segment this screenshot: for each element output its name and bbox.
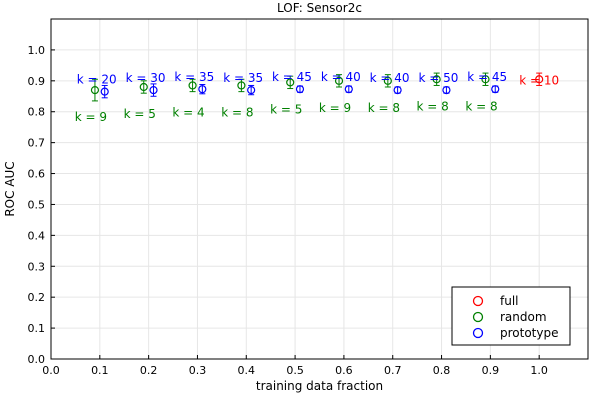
prototype-k-label: k = 20 xyxy=(77,73,117,87)
chart-title: LOF: Sensor2c xyxy=(277,1,362,15)
x-tick-label: 0.5 xyxy=(286,364,304,377)
y-tick-label: 0.3 xyxy=(28,260,46,273)
x-tick-label: 0.9 xyxy=(482,364,500,377)
prototype-k-label: k = 45 xyxy=(467,70,507,84)
x-tick-label: 0.2 xyxy=(140,364,158,377)
series-full: k = 10 xyxy=(519,73,559,87)
random-k-label: k = 5 xyxy=(270,102,302,116)
legend-label-full: full xyxy=(500,294,519,308)
y-tick-label: 1.0 xyxy=(28,44,46,57)
random-k-label: k = 8 xyxy=(465,99,497,113)
y-tick-label: 0.2 xyxy=(28,291,46,304)
y-tick-label: 0.1 xyxy=(28,322,46,335)
random-k-label: k = 4 xyxy=(172,105,204,119)
legend-label-random: random xyxy=(500,310,547,324)
prototype-k-label: k = 40 xyxy=(370,71,410,85)
random-k-label: k = 8 xyxy=(221,105,253,119)
y-tick-label: 0.6 xyxy=(28,168,46,181)
y-axis-label: ROC AUC xyxy=(3,161,17,216)
legend-label-prototype: prototype xyxy=(500,326,558,340)
random-k-label: k = 8 xyxy=(368,101,400,115)
full-k-label: k = 10 xyxy=(519,73,559,87)
random-k-label: k = 9 xyxy=(319,101,351,115)
prototype-k-label: k = 45 xyxy=(272,70,312,84)
y-tick-label: 0.4 xyxy=(28,229,46,242)
x-tick-label: 1.0 xyxy=(530,364,548,377)
random-k-label: k = 8 xyxy=(417,99,449,113)
prototype-k-label: k = 40 xyxy=(321,70,361,84)
y-tick-label: 0.7 xyxy=(28,137,46,150)
y-tick-label: 0.9 xyxy=(28,75,46,88)
x-tick-label: 0.8 xyxy=(433,364,451,377)
prototype-k-label: k = 35 xyxy=(174,70,214,84)
y-tick-label: 0.5 xyxy=(28,198,46,211)
legend: full random prototype xyxy=(452,287,570,345)
random-k-label: k = 9 xyxy=(75,110,107,124)
prototype-k-label: k = 50 xyxy=(418,71,458,85)
prototype-k-label: k = 30 xyxy=(126,71,166,85)
y-tick-label: 0.0 xyxy=(28,353,46,366)
x-axis-label: training data fraction xyxy=(256,379,383,393)
x-tick-label: 0.6 xyxy=(335,364,353,377)
x-tick-label: 0.7 xyxy=(384,364,402,377)
y-tick-label: 0.8 xyxy=(28,106,46,119)
random-k-label: k = 5 xyxy=(124,107,156,121)
x-tick-label: 0.3 xyxy=(189,364,207,377)
x-tick-label: 0.1 xyxy=(91,364,109,377)
prototype-k-label: k = 35 xyxy=(223,71,263,85)
x-tick-label: 0.4 xyxy=(238,364,256,377)
